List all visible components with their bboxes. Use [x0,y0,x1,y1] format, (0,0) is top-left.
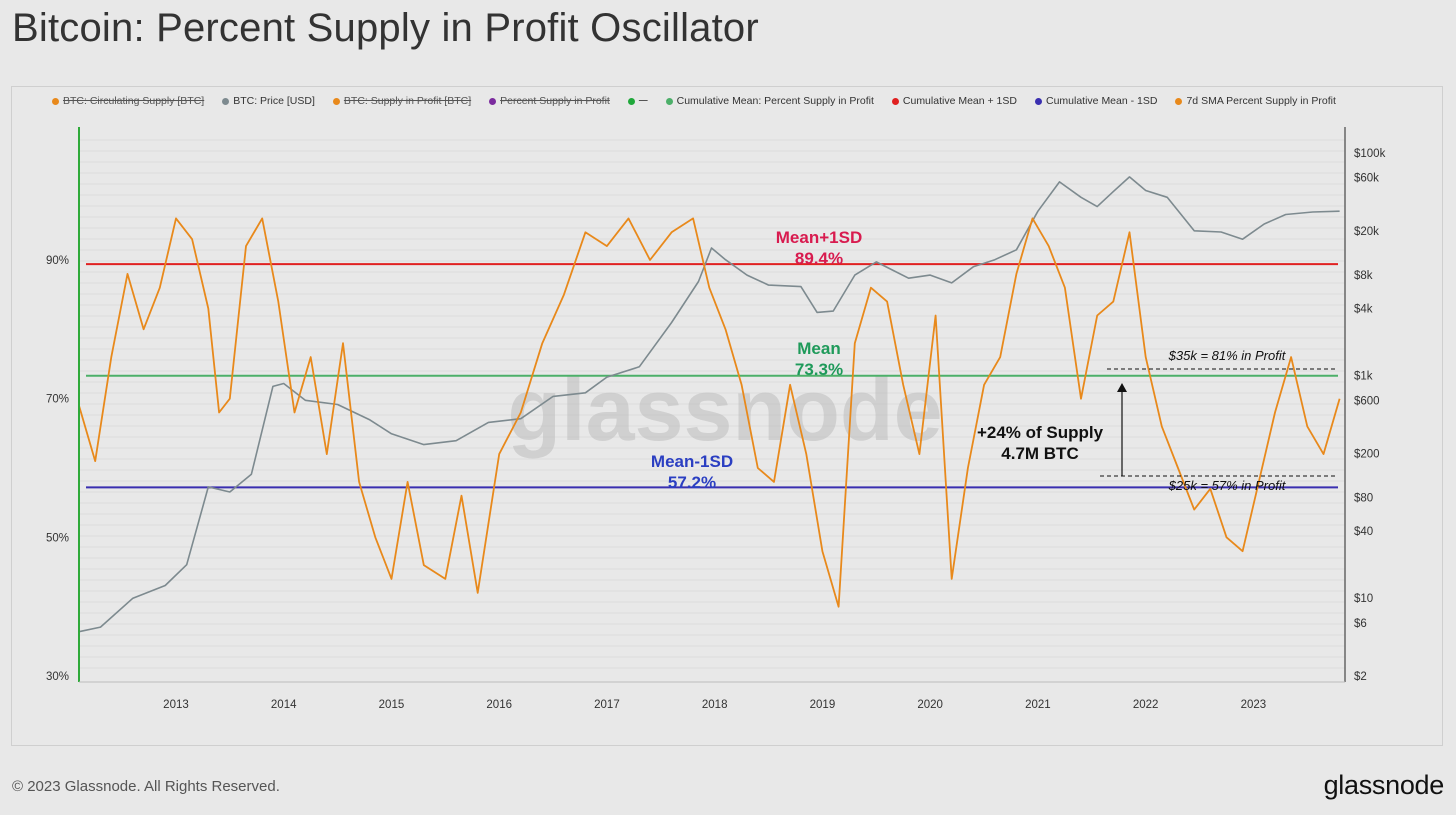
series-line [78,176,1340,633]
y-right-tick-label: $2 [1354,671,1367,683]
upper-level-label: $35k = 81% in Profit [1168,348,1287,363]
legend-label: Percent Supply in Profit [500,95,610,107]
legend-item[interactable]: BTC: Circulating Supply [BTC] [52,95,204,107]
series-line [78,217,1341,608]
mean-plus-1sd-value: 89.4% [795,249,843,268]
legend-item[interactable]: Cumulative Mean + 1SD [891,95,1017,107]
axes: 90% 70% 50% 30% $100k $60k $20k $8k $4k $1k $600 $2… [46,127,1386,711]
y-right-tick-label: $200 [1354,448,1380,460]
y-right-tick-label: $60k [1354,173,1379,185]
legend-item[interactable]: BTC: Price [USD] [222,95,315,107]
legend-label: BTC: Circulating Supply [BTC] [63,95,205,107]
y-right-tick-label: $6 [1354,618,1367,630]
x-tick-label: 2018 [702,699,728,711]
legend-item[interactable]: 7d SMA Percent Supply in Profit [1175,95,1336,107]
x-tick-label: 2019 [810,699,836,711]
x-tick-label: 2023 [1241,699,1267,711]
x-tick-label: 2013 [163,699,189,711]
mean-plus-1sd-label: Mean+1SD [776,228,862,247]
page-title: Bitcoin: Percent Supply in Profit Oscill… [12,6,759,50]
legend-item[interactable]: Percent Supply in Profit [489,95,610,107]
reference-lines [86,263,1338,489]
annotations: Mean+1SD 89.4% Mean 73.3% Mean-1SD 57.2% +24% … [651,228,1338,493]
mean-value: 73.3% [795,360,843,379]
mean-label: Mean [797,339,840,358]
y-right-tick-label: $10 [1354,593,1373,605]
legend-dot-icon [1035,97,1042,105]
x-tick-label: 2021 [1025,699,1051,711]
legend-dot-icon [222,97,230,105]
legend-label: Cumulative Mean: Percent Supply in Profi… [676,95,874,107]
y-right-tick-label: $1k [1354,371,1373,383]
supply-change-line1: +24% of Supply [977,423,1104,442]
legend-item[interactable]: Cumulative Mean: Percent Supply in Profi… [665,95,874,107]
legend-item[interactable]: BTC: Supply in Profit [BTC] [332,95,472,107]
x-tick-label: 2015 [379,699,405,711]
y-left-tick-label: 50% [46,532,69,544]
x-tick-label: 2017 [594,699,620,711]
legend-dot-icon [52,97,59,105]
legend-label: Cumulative Mean + 1SD [902,95,1017,107]
series-group [78,176,1341,633]
y-right-tick-label: $8k [1354,270,1373,282]
chart-legend: BTC: Circulating Supply [BTC] BTC: Price … [52,94,1354,108]
x-tick-label: 2020 [917,699,943,711]
supply-arrow-head-icon [1117,383,1127,392]
footer-copyright: © 2023 Glassnode. All Rights Reserved. [12,778,280,795]
mean-minus-1sd-label: Mean-1SD [651,452,733,471]
x-tick-label: 2022 [1133,699,1159,711]
legend-dot-icon [1175,97,1183,105]
y-right-tick-label: $4k [1354,304,1373,316]
y-right-tick-label: $80 [1354,493,1373,505]
legend-item[interactable] [627,95,648,107]
y-left-tick-label: 30% [46,671,69,683]
footer-brand-logo: glassnode [1323,770,1445,800]
legend-label: BTC: Price [USD] [233,95,315,107]
legend-label: Cumulative Mean - 1SD [1046,95,1158,107]
y-right-tick-label: $20k [1354,226,1379,238]
gridlines [79,139,1345,669]
legend-label: BTC: Supply in Profit [BTC] [343,95,472,107]
supply-change-line2: 4.7M BTC [1001,444,1078,463]
y-right-tick-label: $100k [1354,148,1386,160]
legend-label: 7d SMA Percent Supply in Profit [1186,95,1336,107]
x-tick-label: 2016 [486,699,512,711]
y-left-tick-label: 90% [46,255,69,267]
x-tick-label: 2014 [271,699,297,711]
legend-dot-icon [665,97,673,105]
legend-item[interactable]: Cumulative Mean - 1SD [1035,95,1157,107]
mean-minus-1sd-value: 57.2% [668,473,716,492]
y-right-tick-label: $40 [1354,526,1373,538]
chart-frame [11,86,1443,746]
legend-dot-icon [489,97,497,105]
y-right-tick-label: $600 [1354,395,1380,407]
legend-dot-icon [332,97,340,105]
y-left-tick-label: 70% [46,394,69,406]
legend-dot-icon [627,97,635,105]
lower-level-label: $25k = 57% in Profit [1168,478,1287,493]
legend-dot-icon [891,97,899,105]
